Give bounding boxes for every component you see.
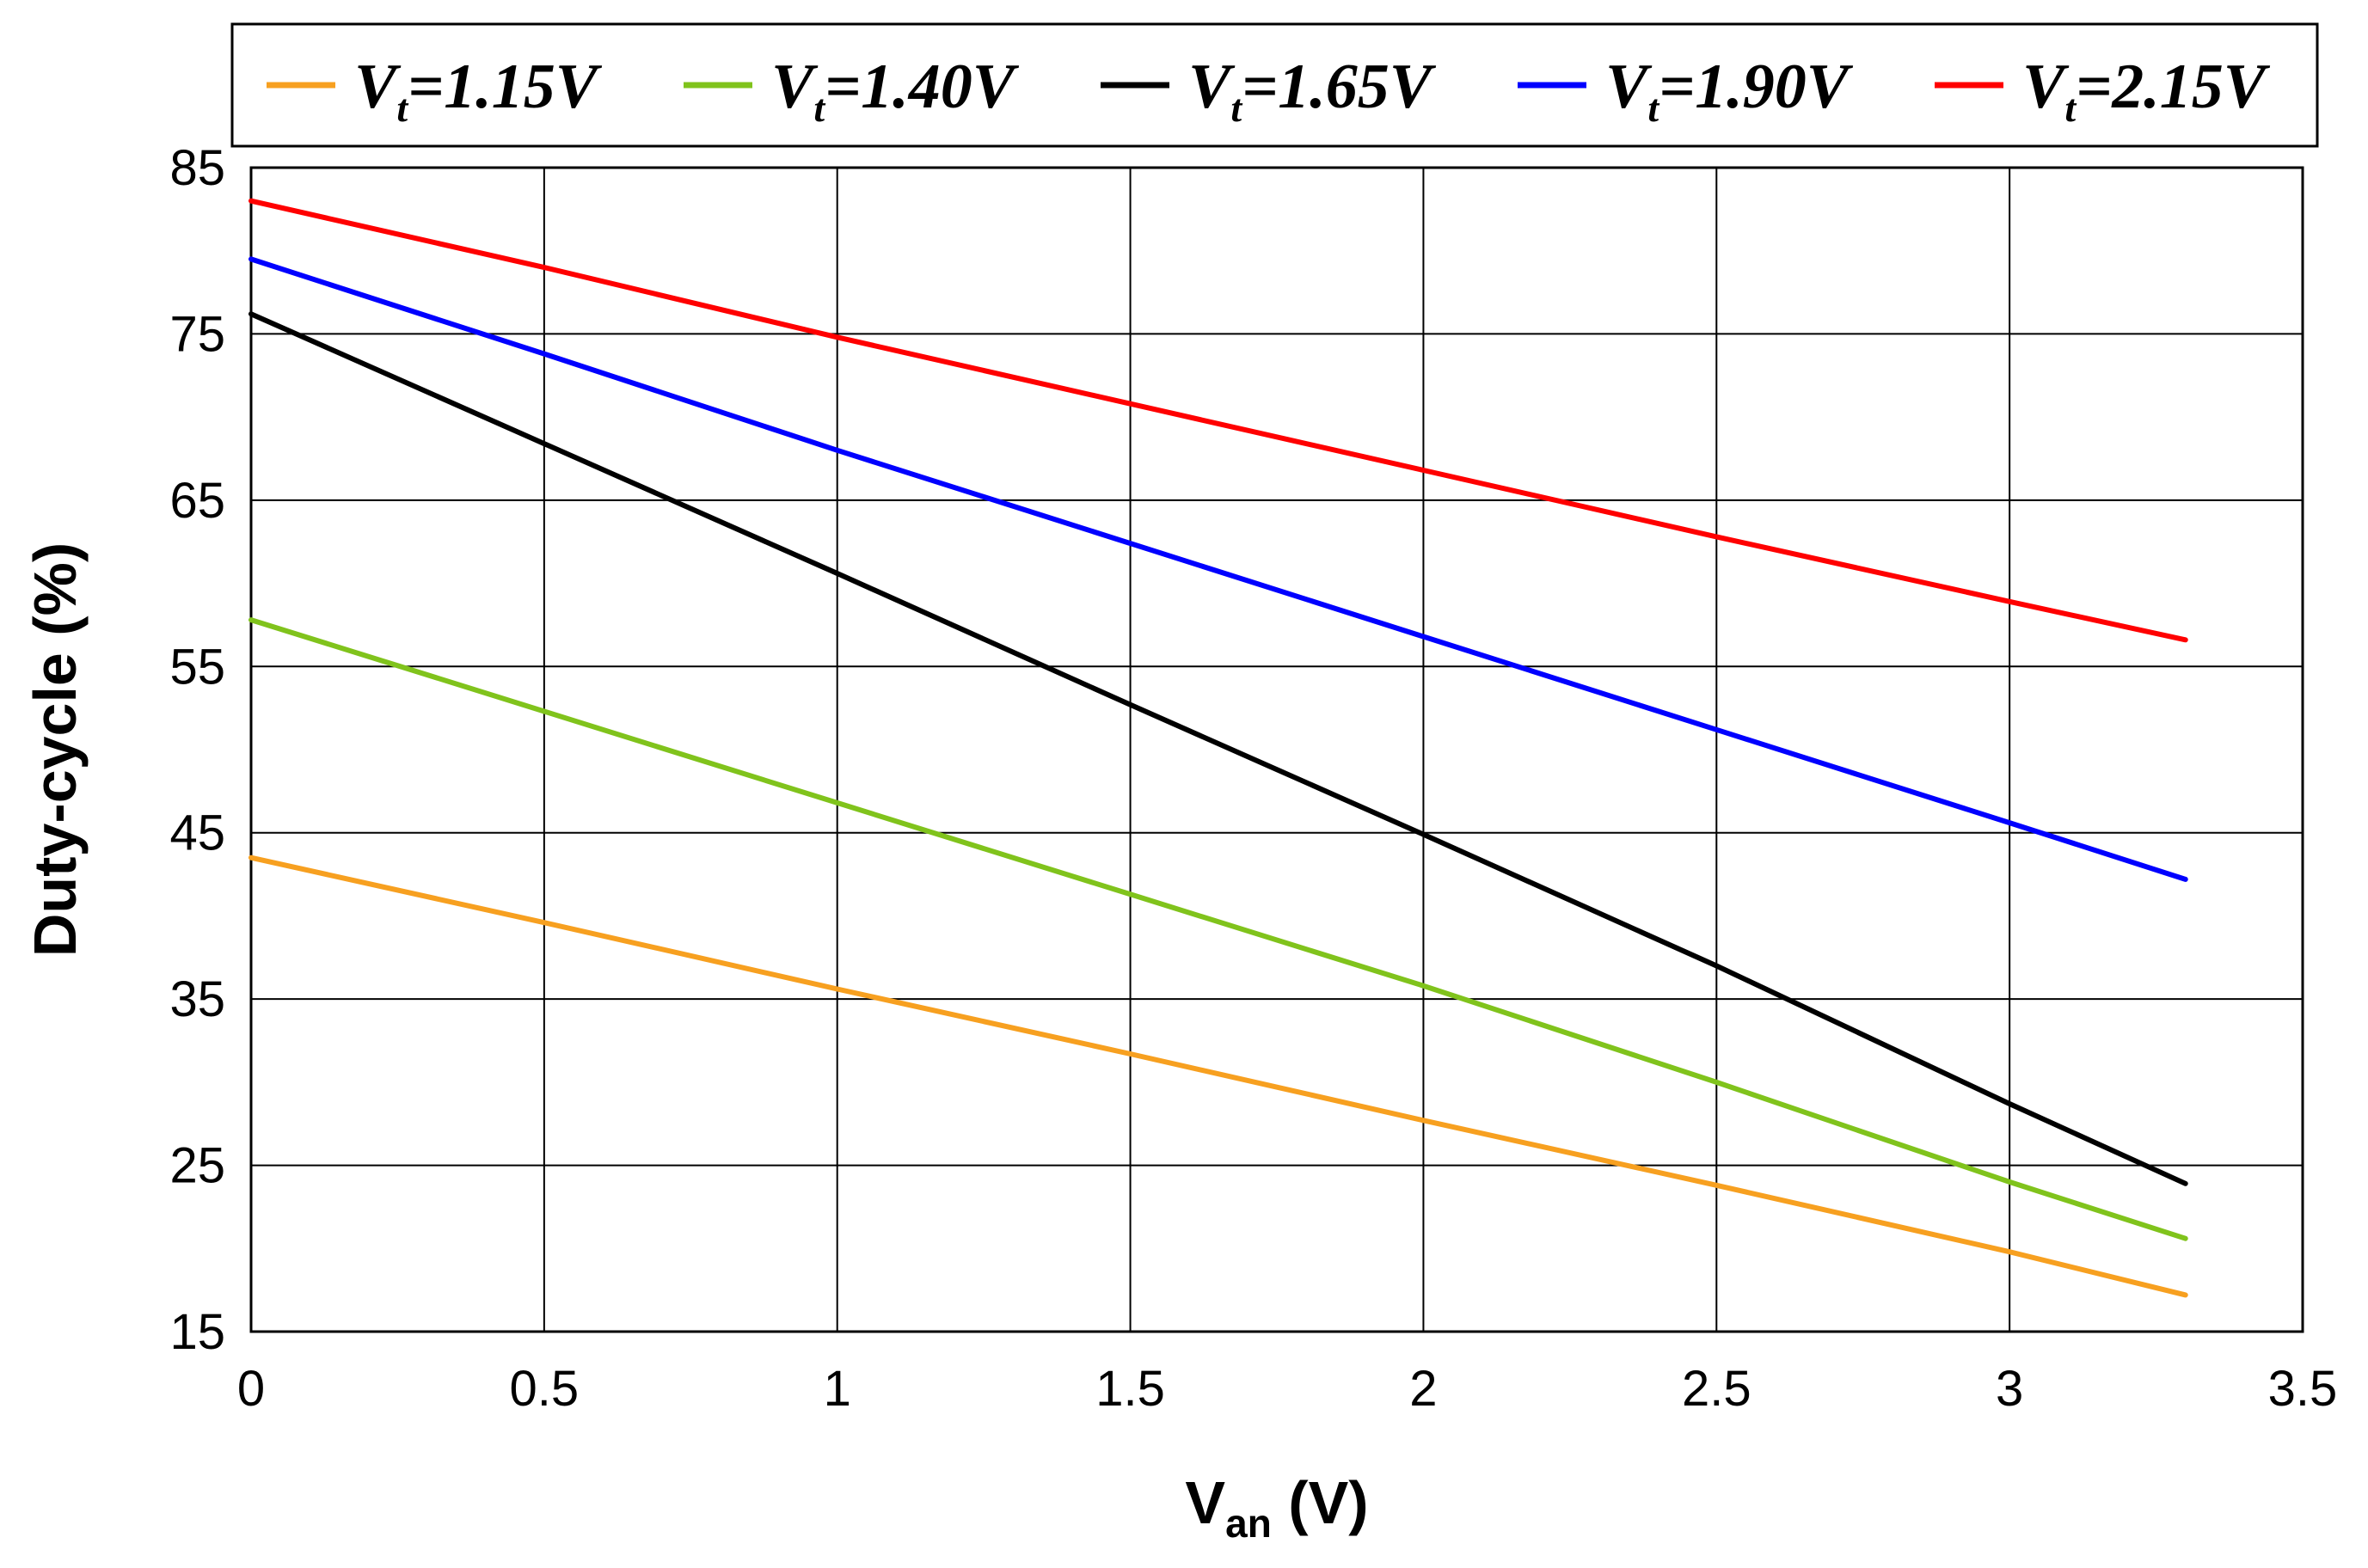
y-tick-label: 35 bbox=[169, 971, 225, 1027]
y-tick-label: 45 bbox=[169, 805, 225, 861]
x-tick-label: 2 bbox=[1409, 1361, 1437, 1417]
y-tick-label: 85 bbox=[169, 140, 225, 196]
x-axis-title: Van (V) bbox=[1185, 1469, 1368, 1546]
x-tick-label: 3.5 bbox=[2268, 1361, 2338, 1417]
gridlines bbox=[251, 168, 2303, 1332]
series-lines bbox=[248, 198, 2188, 1298]
x-tick-label: 3 bbox=[1996, 1361, 2023, 1417]
series-line-vt-2-15v bbox=[248, 198, 2188, 643]
y-tick-label: 65 bbox=[169, 473, 225, 529]
series-line-vt-1-65v bbox=[248, 311, 2188, 1186]
legend: Vt=1.15V Vt=1.40V Vt=1.65V Vt=1.90V Vt=2.15V bbox=[267, 52, 2271, 130]
legend-label-vt-2-15v: Vt=2.15V bbox=[2022, 52, 2271, 130]
legend-label-vt-1-40v: Vt=1.40V bbox=[771, 52, 1020, 130]
legend-label-vt-1-90v: Vt=1.90V bbox=[1605, 52, 1854, 130]
plot-area-border bbox=[249, 166, 2304, 1333]
tick-labels: 0 0.5 1 1.5 2 2.5 3 3.5 15 25 35 45 55 65 75 85 bbox=[169, 140, 2337, 1417]
y-tick-label: 25 bbox=[169, 1138, 225, 1194]
legend-label-vt-1-15v: Vt=1.15V bbox=[354, 52, 603, 130]
x-tick-label: 0.5 bbox=[510, 1361, 580, 1417]
x-tick-label: 2.5 bbox=[1682, 1361, 1751, 1417]
series-line-vt-1-15v bbox=[248, 854, 2188, 1298]
series-line-vt-1-90v bbox=[248, 256, 2188, 882]
y-tick-label: 55 bbox=[169, 639, 225, 695]
series-line-vt-1-40v bbox=[248, 617, 2188, 1241]
x-tick-label: 1 bbox=[824, 1361, 851, 1417]
y-tick-label: 15 bbox=[169, 1304, 225, 1360]
x-tick-label: 0 bbox=[237, 1361, 265, 1417]
y-axis-title: Duty-cycle (%) bbox=[21, 542, 89, 957]
x-tick-label: 1.5 bbox=[1095, 1361, 1165, 1417]
x-axis-title-unit: (V) bbox=[1272, 1469, 1369, 1536]
y-tick-label: 75 bbox=[169, 306, 225, 362]
x-axis-title-main: V bbox=[1185, 1469, 1225, 1536]
legend-label-vt-1-65v: Vt=1.65V bbox=[1188, 52, 1437, 130]
x-axis-title-sub: an bbox=[1225, 1501, 1272, 1546]
